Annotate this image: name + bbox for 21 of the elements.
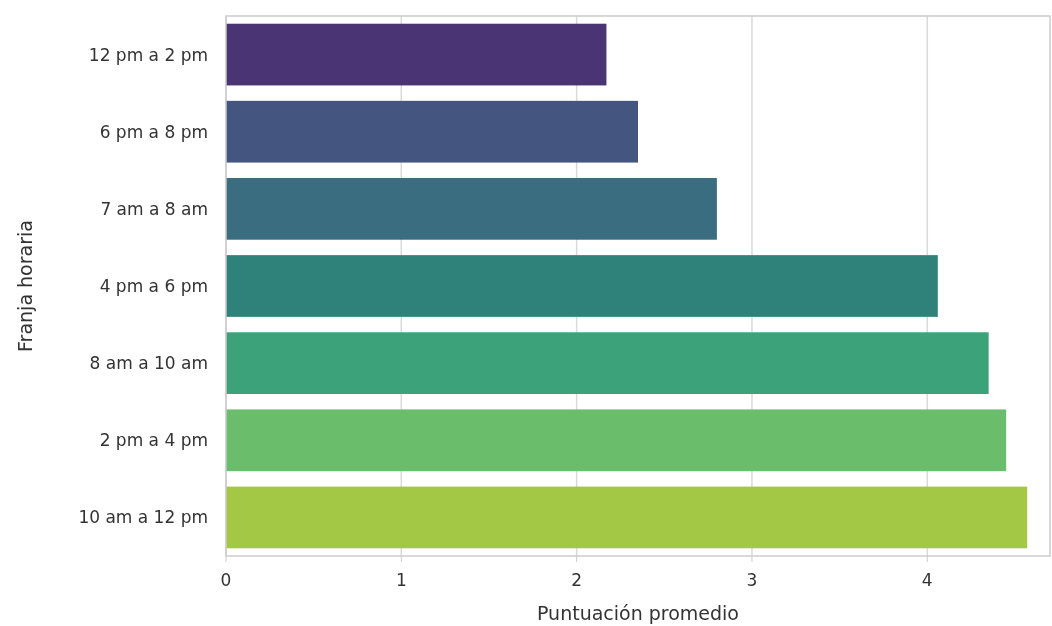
y-tick-label: 4 pm a 6 pm [99, 275, 208, 296]
y-tick-label: 8 am a 10 am [89, 353, 208, 374]
x-axis-title: Puntuación promedio [536, 602, 740, 624]
bar [226, 409, 1007, 472]
bar [226, 23, 607, 86]
x-tick-label: 1 [395, 570, 407, 590]
y-tick-label: 7 am a 8 am [100, 198, 208, 219]
y-tick-label: 12 pm a 2 pm [88, 44, 208, 65]
bar [226, 332, 989, 394]
bar [226, 178, 717, 240]
bar [226, 255, 938, 317]
y-tick-label: 6 pm a 8 pm [99, 121, 208, 142]
x-tick-label: 4 [921, 570, 933, 590]
y-axis-title: Franja horaria [14, 220, 36, 352]
x-tick-label: 0 [220, 570, 232, 590]
x-tick-label: 3 [746, 570, 758, 590]
bar [226, 486, 1028, 549]
y-tick-label: 10 am a 12 pm [78, 507, 208, 528]
y-tick-label: 2 pm a 4 pm [99, 430, 208, 451]
bar [226, 100, 638, 163]
x-tick-label: 2 [571, 570, 583, 590]
